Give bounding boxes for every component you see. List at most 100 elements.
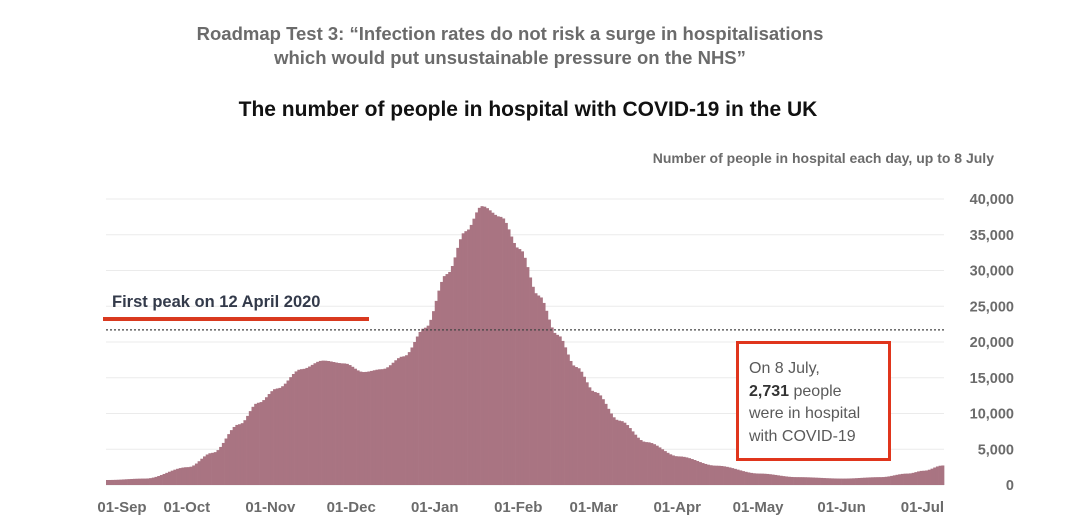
bar (739, 470, 743, 485)
bar (146, 478, 150, 485)
bar (361, 372, 366, 485)
bar (213, 452, 217, 485)
bar (666, 452, 670, 485)
bar (326, 361, 330, 485)
bar (919, 470, 923, 485)
bar (537, 295, 541, 485)
x-tick-label: 01-Feb (494, 499, 542, 516)
bar (437, 290, 441, 485)
bar (855, 478, 859, 485)
callout-line-2-suffix: people (789, 382, 842, 400)
bar (661, 449, 665, 485)
bar (806, 477, 810, 485)
bar (286, 380, 290, 485)
bar (626, 425, 630, 485)
bar (911, 472, 915, 485)
bar (933, 467, 937, 485)
bar (192, 465, 196, 485)
bar (461, 233, 465, 485)
bar (569, 360, 573, 485)
bar (849, 478, 853, 485)
bar (321, 360, 325, 485)
bar (758, 473, 762, 485)
bar (221, 442, 225, 485)
bar (124, 479, 128, 485)
bar (353, 368, 357, 485)
bar (811, 477, 816, 485)
bar (930, 468, 934, 485)
bar (803, 477, 807, 485)
bar (553, 332, 557, 485)
y-tick-label: 20,000 (970, 335, 1014, 351)
x-tick-label: 01-Jul (901, 499, 944, 516)
bar (111, 479, 115, 485)
bar (283, 383, 287, 485)
bar (173, 469, 177, 485)
bar (903, 473, 907, 485)
bar (529, 277, 533, 485)
bar (838, 478, 842, 485)
bar (308, 366, 312, 485)
bar (644, 442, 648, 485)
bar (917, 471, 921, 485)
bar (604, 403, 608, 485)
bar (108, 479, 112, 485)
bar (704, 463, 708, 485)
bar (356, 370, 360, 485)
bar (399, 356, 403, 485)
bar (445, 274, 449, 485)
bar (814, 477, 818, 485)
bar (159, 475, 163, 485)
chart-title: The number of people in hospital with CO… (238, 98, 818, 121)
bar (817, 477, 821, 485)
bar (728, 467, 732, 485)
bar (706, 464, 710, 485)
bar (149, 478, 153, 485)
bar (238, 424, 242, 485)
bar (539, 297, 543, 485)
bar (652, 444, 657, 485)
bar (324, 360, 328, 485)
bar (844, 478, 848, 485)
bar (450, 266, 454, 485)
bar (935, 466, 939, 485)
bar (407, 352, 411, 485)
bar (504, 222, 508, 485)
bar (852, 478, 856, 485)
bar (248, 411, 252, 485)
bar (119, 479, 123, 485)
bar (491, 212, 495, 485)
y-tick-label: 25,000 (970, 299, 1014, 315)
bar (766, 473, 770, 485)
bar (224, 438, 228, 485)
bar (421, 328, 425, 485)
bar (523, 257, 527, 485)
bar (639, 440, 643, 485)
bar (170, 470, 174, 485)
bar (310, 364, 314, 485)
x-tick-label: 01-Jan (411, 499, 459, 516)
bar (394, 360, 398, 485)
bar (887, 476, 891, 485)
bar (405, 355, 409, 485)
bar (531, 286, 535, 485)
bar (588, 387, 592, 485)
bar (890, 475, 894, 485)
bar (822, 478, 826, 485)
bar (927, 469, 931, 485)
bar (658, 447, 662, 485)
bar (650, 443, 654, 485)
bar (167, 471, 172, 485)
bar (690, 459, 694, 485)
bar (442, 276, 446, 485)
bar (892, 475, 896, 485)
bar (790, 476, 794, 485)
roadmap-line-1: Roadmap Test 3: “Infection rates do not … (196, 23, 824, 44)
bar (300, 369, 304, 485)
bar (289, 377, 293, 485)
bar (410, 347, 414, 485)
bar (696, 461, 700, 485)
bar (607, 408, 611, 485)
bar (882, 477, 886, 485)
y-tick-label: 30,000 (970, 264, 1014, 280)
